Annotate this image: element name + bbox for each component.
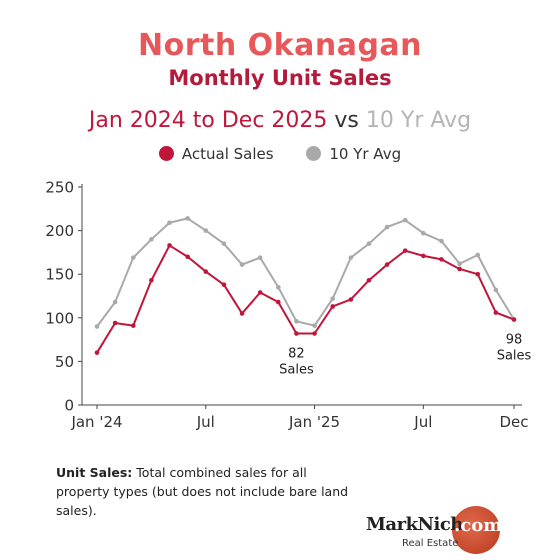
data-point-average (221, 241, 227, 246)
data-point-actual (312, 331, 317, 336)
data-point-actual (149, 278, 154, 283)
x-tick-label: Jul (196, 413, 215, 431)
chart-title: North Okanagan (137, 28, 423, 63)
y-tick-label: 250 (45, 179, 74, 197)
y-tick-label: 150 (45, 266, 74, 284)
data-point-average (348, 255, 354, 260)
y-tick-label: 200 (45, 222, 74, 240)
brand-suffix: .com (454, 515, 503, 536)
data-point-average (294, 318, 299, 324)
x-tick-label: Jul (413, 413, 432, 431)
data-point-average (475, 252, 481, 258)
data-point-actual (185, 254, 190, 260)
data-point-actual (330, 304, 335, 309)
data-point-actual (221, 282, 227, 287)
date-range-heading: Jan 2024 to Dec 2025 vs 10 Yr Avg (0, 108, 560, 133)
data-point-average (112, 299, 118, 305)
legend-label-actual: Actual Sales (181, 145, 274, 163)
legend-label-average: 10 Yr Avg (329, 145, 402, 163)
data-point-average (94, 324, 100, 329)
data-point-actual (348, 297, 354, 302)
data-point-actual (94, 350, 100, 355)
logo-circle (452, 506, 500, 554)
data-point-actual (203, 269, 209, 274)
series-line-average (96, 217, 515, 328)
data-point-average (312, 323, 317, 328)
data-point-actual (439, 257, 444, 262)
date-range-text: Jan 2024 to Dec 2025 (88, 108, 328, 133)
brand-name: MarkNich (366, 514, 463, 535)
data-point-average (149, 237, 154, 242)
data-point-average (239, 262, 245, 267)
footnote-text: Total combined sales for all property ty… (56, 465, 349, 518)
annotation-label: Sales (497, 349, 532, 364)
x-tick-label: Jan '25 (288, 413, 340, 431)
data-point-average (493, 287, 499, 293)
brand-logo: MarkNich .com Real Estate (366, 506, 526, 556)
data-point-average (203, 228, 209, 233)
data-point-actual (384, 262, 390, 267)
data-point-actual (294, 331, 299, 336)
data-point-average (439, 238, 444, 244)
data-point-actual (421, 253, 426, 259)
x-tick-label: Dec (499, 413, 528, 431)
compare-text: 10 Yr Avg (365, 108, 472, 133)
y-tick-label: 50 (55, 353, 74, 371)
annotation-value: 98 (506, 333, 523, 348)
legend-dot-actual (158, 146, 174, 161)
brand-tagline: Real Estate (402, 538, 459, 549)
footnote-label: Unit Sales: (56, 465, 133, 480)
data-point-actual (457, 266, 462, 272)
footnote: Unit Sales: Total combined sales for all… (56, 463, 356, 520)
data-point-average (130, 255, 136, 260)
legend-item-average: 10 Yr Avg (306, 145, 401, 163)
data-point-average (366, 241, 372, 246)
vs-text: vs (334, 108, 359, 133)
data-point-actual (276, 299, 281, 305)
series-line-actual (96, 244, 515, 354)
data-point-average (330, 296, 335, 301)
data-point-actual (402, 248, 408, 253)
annotation-value: 82 (288, 346, 305, 361)
legend-dot-average (306, 146, 322, 161)
data-point-average (276, 284, 281, 290)
chart-subtitle: Monthly Unit Sales (168, 66, 392, 90)
data-point-actual (366, 278, 372, 283)
x-tick-label: Jan '24 (70, 413, 122, 431)
data-point-average (457, 261, 462, 267)
data-point-actual (257, 290, 263, 295)
data-point-actual (511, 317, 517, 322)
data-point-actual (112, 320, 118, 326)
y-tick-label: 0 (64, 397, 74, 415)
legend: Actual Sales 10 Yr Avg (0, 145, 560, 163)
data-point-actual (475, 271, 481, 277)
data-point-actual (239, 311, 245, 316)
data-point-average (167, 220, 172, 226)
data-point-actual (167, 243, 172, 248)
data-point-average (257, 255, 263, 260)
y-tick-label: 100 (45, 309, 74, 327)
data-point-average (185, 216, 190, 221)
data-point-average (402, 217, 408, 223)
legend-item-actual: Actual Sales (158, 145, 274, 163)
data-point-average (384, 224, 390, 230)
data-point-actual (130, 323, 136, 328)
annotation-label: Sales (279, 362, 314, 377)
data-point-actual (493, 310, 499, 315)
data-point-average (421, 230, 426, 236)
